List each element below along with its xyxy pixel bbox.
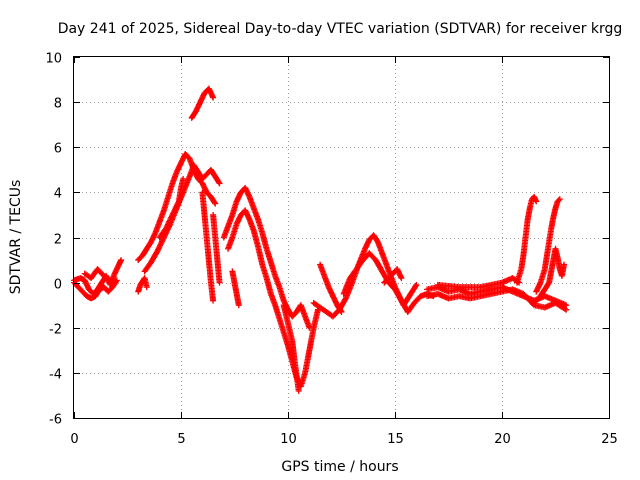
data-point: [216, 279, 223, 286]
y-tick-label: -6: [49, 413, 62, 428]
x-tick-label: 25: [601, 432, 618, 447]
y-tick-label: 8: [54, 97, 62, 112]
data-point: [212, 200, 219, 207]
data-point: [106, 276, 113, 283]
data-point: [113, 278, 120, 285]
data-point: [563, 306, 570, 313]
data-point: [113, 277, 120, 284]
data-point: [295, 387, 302, 394]
data-point: [210, 94, 217, 101]
y-tick-label: 0: [54, 278, 62, 293]
x-tick-label: 5: [177, 432, 185, 447]
data-point: [210, 297, 217, 304]
plot-frame: [73, 56, 610, 419]
axis-ticks: 0 5 10 15 20 25 -6 -4 -2 0 2 4 6 8 10: [45, 52, 617, 448]
data-point: [235, 302, 242, 309]
data-point: [216, 180, 223, 187]
y-tick-label: 2: [54, 233, 62, 248]
data-point: [555, 197, 562, 204]
x-tick-label: 15: [387, 432, 404, 447]
y-tick-label: -4: [49, 368, 62, 383]
data-point: [143, 284, 150, 291]
data-point: [561, 305, 568, 312]
data-point: [413, 281, 420, 288]
data-point: [398, 275, 405, 282]
data-point: [561, 261, 568, 268]
x-axis-label: GPS time / hours: [281, 459, 398, 475]
data-point: [215, 179, 222, 186]
chart-title: Day 241 of 2025, Sidereal Day-to-day VTE…: [58, 21, 623, 37]
x-tick-label: 10: [280, 432, 297, 447]
data-point: [118, 257, 125, 264]
y-tick-label: 4: [54, 187, 62, 202]
data-point: [412, 283, 419, 290]
data-point: [107, 277, 114, 284]
y-tick-label: 10: [45, 52, 62, 67]
x-tick-label: 0: [70, 432, 78, 447]
data-point: [180, 175, 187, 182]
data-points: [71, 85, 570, 394]
y-axis-label: SDTVAR / TECUs: [8, 180, 24, 295]
data-point: [342, 296, 349, 303]
y-tick-label: -2: [49, 323, 62, 338]
data-point: [556, 196, 563, 203]
data-point: [533, 198, 540, 205]
x-tick-label: 20: [494, 432, 511, 447]
y-tick-label: 6: [54, 142, 62, 157]
data-point: [211, 199, 218, 206]
